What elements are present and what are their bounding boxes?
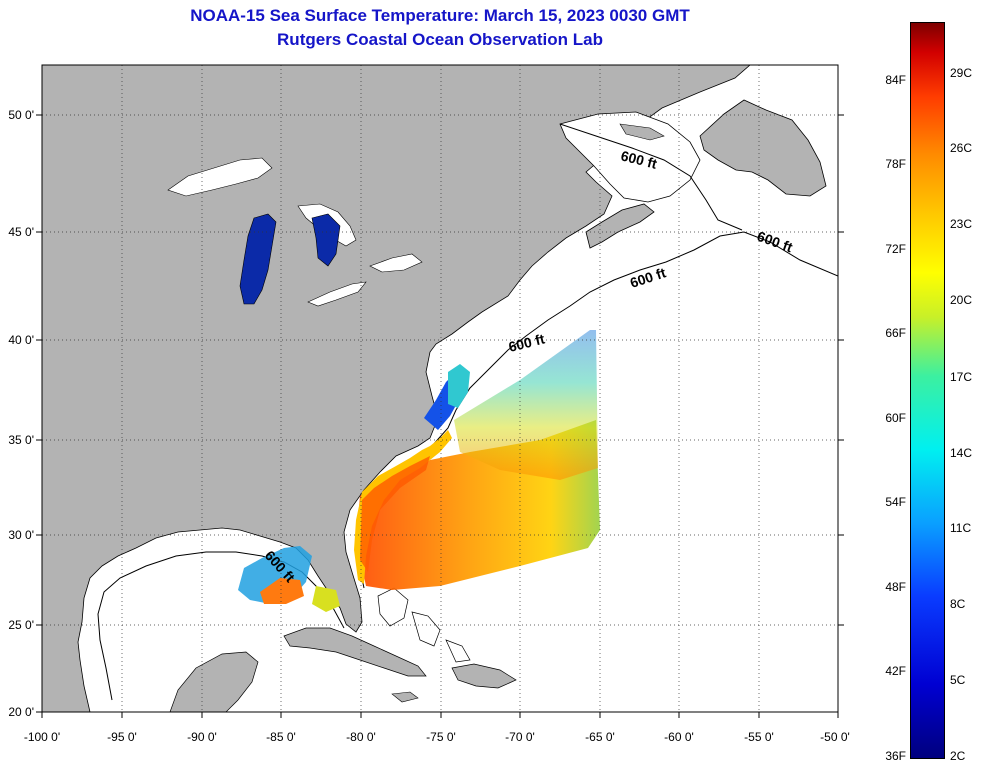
colorbar-f-label: 42F [885,664,906,678]
land-nova-scotia [585,203,655,249]
lon-label: -75 0' [426,730,456,744]
land-anticosti [619,123,665,141]
colorbar-c-label: 17C [950,370,973,384]
graticule [42,65,838,712]
lon-label: -90 0' [187,730,217,744]
lon-label: -60 0' [664,730,694,744]
map-frame [41,64,839,713]
map-subtitle: Rutgers Coastal Ocean Observation Lab [277,30,603,49]
colorbar-c-label: 11C [950,521,972,535]
colorbar-c-label: 8C [950,597,966,611]
colorbar-c-label: 5C [950,673,966,687]
lat-label: 20 0' [8,705,34,719]
temperature-colorbar [910,22,945,759]
lon-label: -65 0' [585,730,615,744]
contour-gulf [97,551,345,701]
lat-label: 50 0' [8,108,34,122]
lon-label: -70 0' [505,730,535,744]
lake-michigan [239,213,277,305]
lon-label: -85 0' [266,730,296,744]
colorbar-c-label: 26C [950,141,973,155]
sst-map: 600 ft 600 ft 600 ft 600 ft 600 ft [36,64,844,718]
map-title: NOAA-15 Sea Surface Temperature: March 1… [190,6,690,25]
lat-label: 45 0' [8,225,34,239]
colorbar-c-label: 23C [950,217,973,231]
land-hispaniola [451,663,517,689]
axis-ticks [36,114,844,718]
lon-label: -100 0' [23,730,61,744]
colorbar-f-label: 72F [885,242,906,256]
colorbar-f-label: 54F [885,495,906,509]
colorbar-f-label: 36F [885,749,906,763]
lat-label: 30 0' [8,528,34,542]
land-yucatan [169,651,259,712]
lat-label: 40 0' [8,333,34,347]
colorbar-f-label: 66F [885,326,906,340]
land-north-america [42,65,751,712]
gulf-st-lawrence [559,111,701,203]
lat-label: 25 0' [8,618,34,632]
land-newfoundland [699,99,827,197]
colorbar-c-label: 14C [950,446,973,460]
colorbar-f-label: 78F [885,157,906,171]
contour-st-lawrence [559,123,743,231]
lon-label: -55 0' [744,730,774,744]
colorbar-f-label: 84F [885,73,906,87]
lon-label: -50 0' [820,730,850,744]
colorbar-f-label: 60F [885,411,906,425]
land-cuba [283,627,427,677]
colorbar-c-label: 29C [950,66,973,80]
lat-label: 35 0' [8,433,34,447]
lake-superior [167,157,273,197]
lon-label: -95 0' [107,730,137,744]
colorbar-c-label: 20C [950,293,973,307]
lake-erie [307,281,367,307]
colorbar-f-label: 48F [885,580,906,594]
sst-swath [238,330,600,612]
colorbar-c-label: 2C [950,749,966,763]
lake-ontario [369,253,423,273]
lon-label: -80 0' [346,730,376,744]
land-jamaica [391,691,419,703]
lake-huron-bay [311,213,341,267]
